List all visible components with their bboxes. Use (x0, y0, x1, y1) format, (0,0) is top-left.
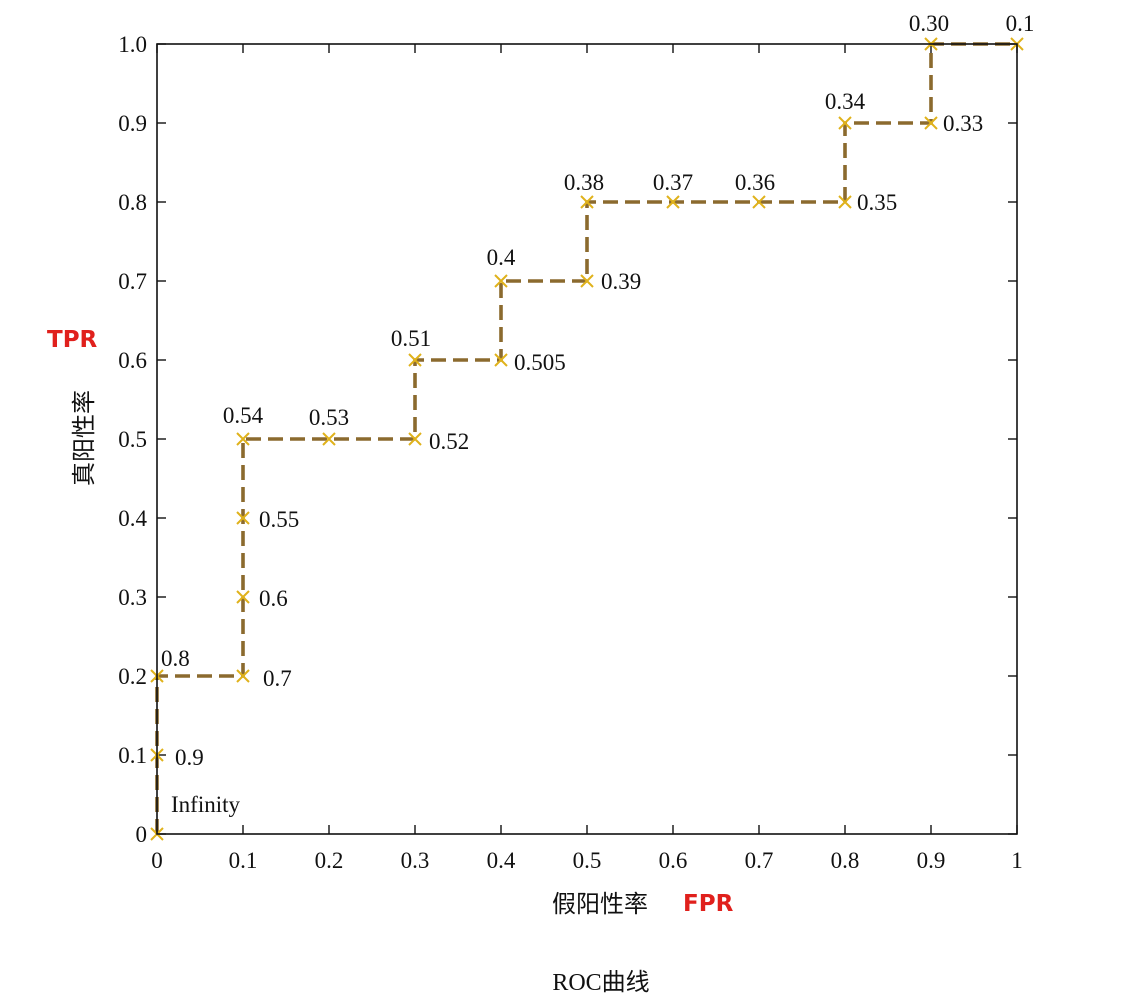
roc-point-label: 0.9 (175, 745, 204, 770)
roc-point-marker (494, 274, 508, 288)
roc-point-label: 0.55 (259, 507, 299, 532)
roc-point-marker (322, 432, 336, 446)
roc-point-label: 0.36 (735, 170, 775, 195)
y-tick-label: 0.7 (118, 269, 147, 294)
roc-point-label: 0.33 (943, 111, 983, 136)
roc-point-marker (580, 195, 594, 209)
x-tick-label: 0.2 (315, 848, 344, 873)
x-tick-label: 0.8 (831, 848, 860, 873)
y-tick-label: 0.3 (118, 585, 147, 610)
roc-point-label: 0.6 (259, 586, 288, 611)
roc-point-marker (752, 195, 766, 209)
roc-point-marker (236, 511, 250, 525)
y-tick-label: 0.6 (118, 348, 147, 373)
x-tick-label: 0.4 (487, 848, 516, 873)
x-tick-label: 0.9 (917, 848, 946, 873)
roc-point-label: 0.37 (653, 170, 693, 195)
chart-title: ROC曲线 (552, 969, 649, 996)
roc-point-label: 0.505 (514, 350, 566, 375)
x-tick-label: 0.7 (745, 848, 774, 873)
roc-point-marker (494, 353, 508, 367)
roc-point-marker (838, 195, 852, 209)
roc-point-label: 0.39 (601, 269, 641, 294)
x-tick-label: 0.3 (401, 848, 430, 873)
roc-point-label: 0.38 (564, 170, 604, 195)
y-axis-label-en: TPR (47, 327, 98, 353)
x-tick-label: 1 (1011, 848, 1023, 873)
y-tick-label: 0.5 (118, 427, 147, 452)
y-tick-label: 0 (136, 822, 148, 847)
roc-point-marker (236, 590, 250, 604)
roc-point-label: 0.4 (487, 245, 516, 270)
roc-point-label: 0.35 (857, 190, 897, 215)
y-axis-label: 真阳性率 (70, 390, 98, 486)
y-tick-label: 0.1 (118, 743, 147, 768)
label-layer: Infinity 0.9 0.8 0.7 0.6 0.55 0.54 0.53 0.52 0.51… (161, 11, 1034, 817)
roc-point-label: 0.34 (825, 89, 866, 114)
line-layer (155, 42, 1017, 834)
ticks-layer: 0 0.1 0.2 0.3 0.4 0.5 0.6 0.7 0.8 0.9 1 0 0.1 0.2 0.3 0… (118, 32, 1023, 873)
x-tick-label: 0 (151, 848, 163, 873)
roc-point-label: 0.7 (263, 666, 292, 691)
roc-point-label: 0.1 (1006, 11, 1035, 36)
roc-point-label: 0.54 (223, 403, 264, 428)
roc-point-label: 0.52 (429, 429, 469, 454)
roc-point-marker (666, 195, 680, 209)
roc-point-marker (236, 432, 250, 446)
roc-point-marker (924, 116, 938, 130)
y-tick-label: 0.9 (118, 111, 147, 136)
roc-point-marker (408, 353, 422, 367)
y-tick-label: 1.0 (118, 32, 147, 57)
x-axis-label-en: FPR (683, 891, 734, 917)
roc-point-marker (408, 432, 422, 446)
roc-point-label: 0.53 (309, 405, 349, 430)
y-tick-label: 0.8 (118, 190, 147, 215)
roc-point-marker (580, 274, 594, 288)
x-axis-label: 假阳性率 (552, 890, 648, 918)
roc-point-label: 0.8 (161, 646, 190, 671)
x-tick-label: 0.1 (229, 848, 258, 873)
roc-point-marker (838, 116, 852, 130)
y-tick-label: 0.2 (118, 664, 147, 689)
plot-frame (156, 43, 1018, 835)
roc-point-label: Infinity (171, 792, 240, 817)
roc-point-label: 0.30 (909, 11, 949, 36)
x-tick-label: 0.5 (573, 848, 602, 873)
y-tick-label: 0.4 (118, 506, 147, 531)
roc-point-marker (236, 669, 250, 683)
roc-point-label: 0.51 (391, 326, 431, 351)
x-tick-label: 0.6 (659, 848, 688, 873)
roc-series-line (155, 42, 1017, 834)
